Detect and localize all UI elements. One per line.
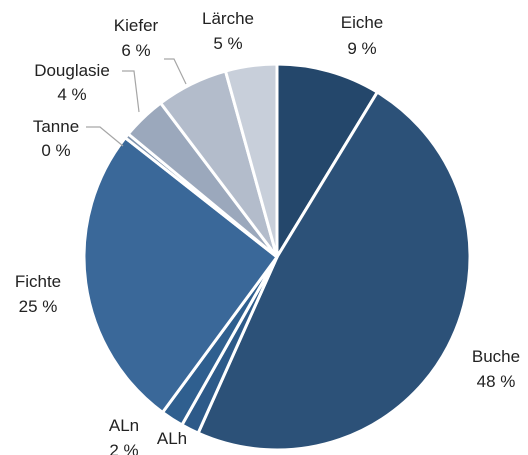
label-fichte-value: 25 % [19,297,58,316]
label-laerche-value: 5 % [213,34,242,53]
label-kiefer-value: 6 % [121,41,150,60]
label-laerche-name: Lärche [202,9,254,28]
leader-line-douglasie [122,70,140,113]
label-alh-name: ALh [157,429,187,448]
leader-line-kiefer [164,58,187,85]
pie-slice-laerche [223,62,279,259]
label-kiefer-name: Kiefer [114,16,159,35]
label-buche-value: 48 % [477,372,516,391]
label-buche-name: Buche [472,347,520,366]
label-fichte-name: Fichte [15,272,61,291]
label-aln-name: ALn [109,416,139,435]
pie-slice-buche [196,90,472,452]
label-douglasie-value: 4 % [57,85,86,104]
label-aln-value: 2 % [109,441,138,455]
pie-slice-eiche [275,62,379,259]
leader-line-tanne [86,126,124,147]
label-eiche-name: Eiche [341,13,384,32]
label-tanne-value: 0 % [41,141,70,160]
pie-slice-fichte [82,136,279,414]
label-eiche-value: 9 % [347,39,376,58]
label-douglasie-name: Douglasie [34,61,110,80]
pie-slices [82,62,472,452]
label-tanne-name: Tanne [33,117,79,136]
